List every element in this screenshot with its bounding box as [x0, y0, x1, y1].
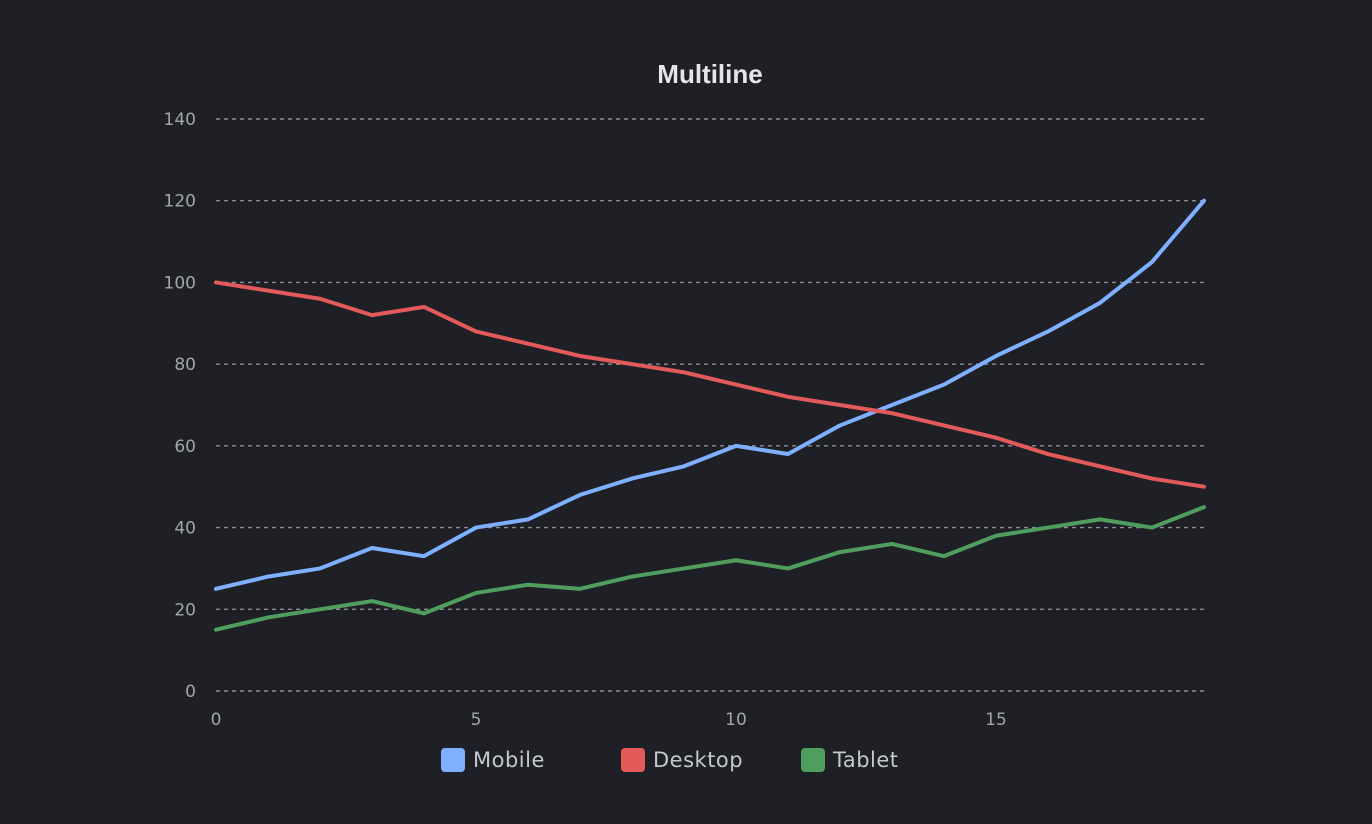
legend-label-desktop: Desktop [653, 748, 743, 772]
y-tick-label: 100 [164, 273, 196, 293]
y-tick-label: 60 [174, 437, 196, 457]
chart-title: Multiline [657, 59, 762, 89]
x-tick-label: 10 [725, 710, 747, 730]
x-axis-ticks: 0 5 10 15 [211, 710, 1007, 730]
y-tick-label: 120 [164, 192, 196, 212]
y-tick-label: 80 [174, 355, 196, 375]
y-tick-label: 40 [174, 519, 196, 539]
y-tick-label: 20 [174, 600, 196, 620]
series-line-tablet [214, 505, 1206, 632]
legend-swatch-tablet [801, 748, 825, 772]
x-tick-label: 5 [471, 710, 482, 730]
y-axis-ticks: 0 20 40 60 80 100 120 140 [164, 110, 196, 702]
series-line-mobile [214, 198, 1206, 591]
x-tick-label: 0 [211, 710, 222, 730]
legend-label-mobile: Mobile [473, 748, 545, 772]
x-tick-label: 15 [985, 710, 1007, 730]
legend-swatch-mobile [441, 748, 465, 772]
legend-label-tablet: Tablet [832, 748, 899, 772]
y-tick-label: 140 [164, 110, 196, 130]
grid-lines [216, 118, 1204, 692]
series-lines [214, 198, 1206, 632]
legend-swatch-desktop [621, 748, 645, 772]
legend: Mobile Desktop Tablet [441, 748, 899, 772]
series-line-desktop [214, 280, 1206, 489]
y-tick-label: 0 [185, 682, 196, 702]
